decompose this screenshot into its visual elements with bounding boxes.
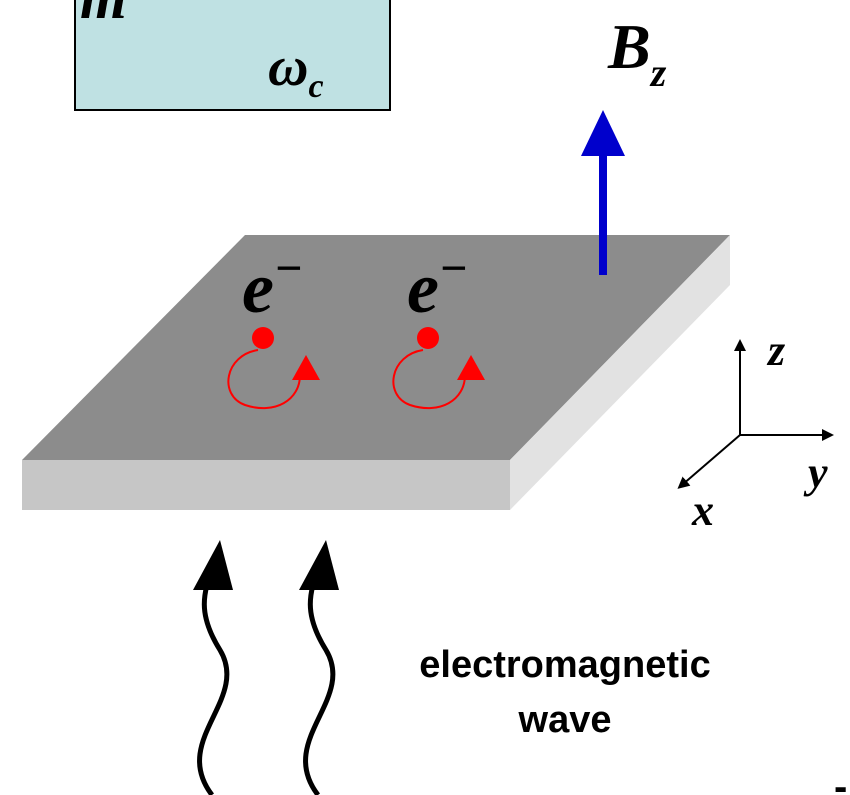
wave-arrowhead xyxy=(299,540,339,590)
z-label: z xyxy=(766,326,785,375)
electron-dot xyxy=(252,327,274,349)
formula-equals: = xyxy=(205,0,239,23)
wave xyxy=(200,560,227,795)
omega: ω xyxy=(268,36,309,98)
page: m = ωc Bz e− e− z y x electromagnetic wa… xyxy=(0,0,850,795)
y-label: y xyxy=(803,448,828,497)
electron-dot xyxy=(417,327,439,349)
field-arrowhead xyxy=(581,110,625,156)
corner-fragment: - xyxy=(834,765,847,795)
electron-symbol: e xyxy=(242,248,274,328)
x-label: x xyxy=(691,486,714,535)
electron-charge: − xyxy=(439,242,468,295)
field-label: Bz xyxy=(607,11,667,95)
wave-label: wave xyxy=(518,699,612,741)
plate-front xyxy=(22,460,510,510)
wave-label: electromagnetic xyxy=(419,644,710,686)
electron-charge: − xyxy=(274,242,303,295)
diagram: m = ωc Bz e− e− z y x electromagnetic wa… xyxy=(0,0,850,795)
wave-arrowhead xyxy=(193,540,233,590)
electron-symbol: e xyxy=(407,248,439,328)
x-axis xyxy=(682,435,740,485)
wave xyxy=(306,560,333,795)
formula-lhs: m xyxy=(80,0,127,31)
field-sub: z xyxy=(649,50,667,95)
field-symbol: B xyxy=(607,11,651,82)
omega-sub: c xyxy=(309,68,324,105)
